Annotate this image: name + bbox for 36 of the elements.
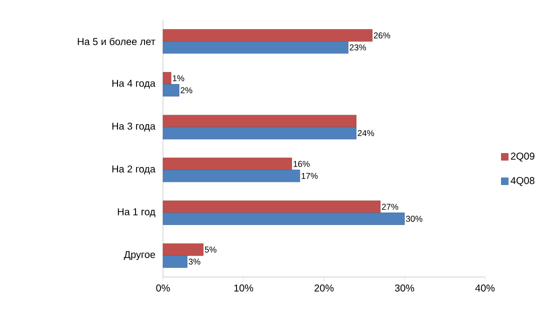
bar xyxy=(162,255,188,268)
legend-label: 2Q09 xyxy=(510,152,534,162)
data-label: 5% xyxy=(204,246,216,253)
bar xyxy=(162,200,381,213)
data-label: 16% xyxy=(294,160,310,167)
bar xyxy=(162,84,180,96)
data-label: 26% xyxy=(374,32,390,38)
x-tick-label: 0% xyxy=(156,284,170,292)
data-label: 27% xyxy=(382,204,398,210)
x-tick-label: 20% xyxy=(314,284,334,292)
legend-label: 4Q08 xyxy=(510,177,534,186)
y-tick-label: На 2 года xyxy=(112,165,156,174)
x-tick-label: 10% xyxy=(234,284,254,292)
data-label: 3% xyxy=(188,258,200,265)
y-tick-label: На 5 и более лет xyxy=(78,38,156,46)
bar xyxy=(162,170,300,182)
y-tick-label: На 3 года xyxy=(112,122,156,132)
y-tick-label: На 1 год xyxy=(118,208,156,218)
bar xyxy=(162,72,172,84)
data-label: 17% xyxy=(302,172,318,179)
x-tick-label: 30% xyxy=(394,284,414,292)
x-tick-label: 40% xyxy=(475,284,495,292)
data-label: 24% xyxy=(358,130,374,136)
bar xyxy=(162,114,356,128)
bar xyxy=(162,158,292,170)
bar xyxy=(162,212,405,225)
bar xyxy=(162,29,373,42)
data-label: 2% xyxy=(180,87,192,94)
bar xyxy=(162,126,356,140)
bar xyxy=(162,41,348,54)
y-tick-label: Другое xyxy=(124,251,156,260)
data-label: 1% xyxy=(172,75,184,82)
bar xyxy=(162,243,204,256)
data-label: 30% xyxy=(406,216,422,222)
data-label: 23% xyxy=(350,44,366,50)
y-tick-label: На 4 года xyxy=(112,80,156,89)
